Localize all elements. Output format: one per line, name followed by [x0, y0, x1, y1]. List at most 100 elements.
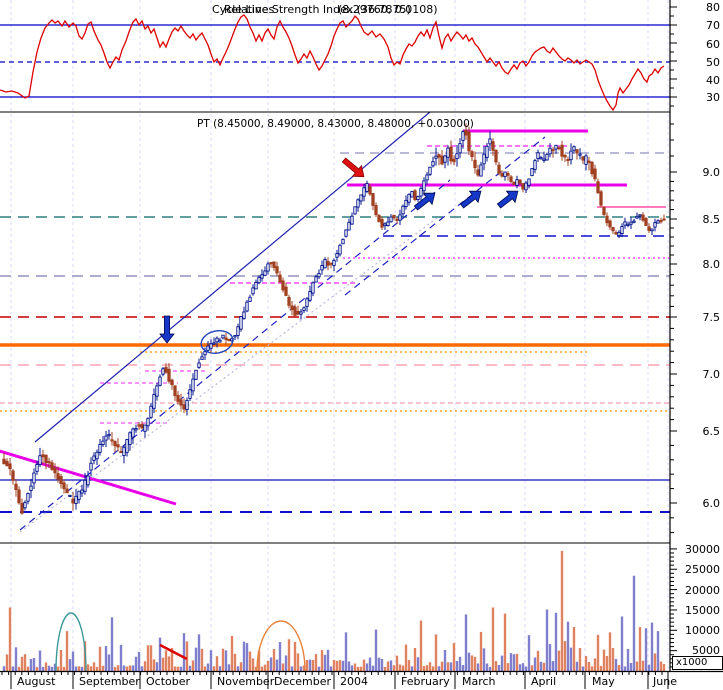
candle-body: [353, 206, 357, 215]
candle-body: [413, 190, 417, 201]
candle-body: [77, 490, 81, 500]
candle-body: [539, 157, 543, 160]
candle-body: [572, 146, 576, 151]
candle-body: [473, 159, 477, 169]
volume-bar: [197, 634, 201, 671]
candle-body: [395, 218, 399, 221]
candle-body: [533, 160, 537, 170]
price-axis-label: 9.0: [703, 166, 721, 179]
candle-body: [263, 270, 267, 276]
volume-bar: [338, 660, 342, 671]
volume-bar: [23, 654, 27, 671]
month-label: August: [17, 675, 56, 688]
volume-bar: [134, 656, 138, 671]
volume-bar: [8, 607, 12, 671]
volume-bar: [293, 641, 297, 671]
candle-body: [5, 460, 9, 467]
candle-body: [626, 223, 630, 226]
volume-bar: [632, 575, 636, 671]
candle-body: [503, 171, 507, 178]
candle-body: [32, 472, 36, 484]
volume-bar: [437, 666, 441, 671]
volume-bar: [641, 660, 645, 671]
candle-body: [248, 296, 252, 302]
candle-body: [632, 220, 636, 223]
volume-bar: [290, 666, 294, 671]
candle-body: [110, 439, 114, 442]
candle-body: [551, 149, 555, 152]
candle-body: [161, 368, 165, 375]
volume-bar: [11, 666, 15, 671]
rsi-axis-label: 40: [706, 74, 720, 87]
volume-bar: [161, 657, 165, 671]
volume-bar: [89, 666, 93, 671]
rsi-axis-label: 80: [706, 1, 720, 14]
candle-body: [272, 261, 276, 268]
candle-body: [71, 498, 75, 504]
candle-body: [494, 149, 498, 163]
month-label: April: [531, 675, 556, 688]
volume-bar: [395, 655, 399, 671]
candle-body: [215, 337, 219, 343]
candle-body: [593, 168, 597, 180]
candle-body: [602, 206, 606, 215]
candle-body: [239, 316, 243, 330]
volume-bar: [173, 666, 177, 671]
volume-bar: [287, 639, 291, 671]
candle-body: [116, 444, 120, 448]
candle-body: [185, 399, 189, 411]
volume-bar: [47, 665, 51, 671]
candle-body: [260, 274, 264, 279]
volume-bar: [152, 659, 156, 671]
candle-body: [620, 226, 624, 234]
candle-body: [509, 176, 513, 182]
volume-bar: [491, 607, 495, 671]
candle-body: [209, 343, 213, 349]
volume-bar: [242, 641, 246, 671]
candle-body: [440, 155, 444, 165]
candle-body: [404, 199, 408, 208]
candle-body: [491, 141, 495, 151]
candle-body: [17, 489, 21, 504]
volume-bar: [419, 620, 423, 671]
candle-body: [134, 428, 138, 431]
volume-bar: [398, 664, 402, 671]
volume-bar: [182, 633, 186, 671]
candle-body: [83, 479, 87, 492]
volume-bar: [557, 650, 561, 671]
candle-body: [587, 160, 591, 163]
volume-bar: [527, 635, 531, 671]
price-axis-label: 6.5: [703, 425, 721, 438]
volume-bar: [176, 666, 180, 671]
volume-arc: [55, 612, 87, 672]
volume-bar: [440, 661, 444, 671]
candle-body: [659, 220, 663, 223]
candle-body: [590, 161, 594, 175]
candle-body: [35, 464, 39, 472]
volume-bar: [377, 657, 381, 671]
candle-body: [224, 337, 228, 341]
candle-body: [290, 305, 294, 311]
candle-body: [647, 226, 651, 231]
volume-bar: [458, 656, 462, 671]
candle-body: [92, 455, 96, 461]
volume-bar: [284, 655, 288, 671]
candle-body: [449, 146, 453, 162]
volume-bar: [614, 658, 618, 671]
candle-body: [281, 280, 285, 291]
volume-bar: [98, 646, 102, 671]
volume-bar: [224, 650, 228, 671]
candle-body: [236, 326, 240, 336]
candle-body: [614, 232, 618, 235]
volume-bar: [104, 646, 108, 671]
volume-bar: [554, 612, 558, 671]
volume-bar: [569, 647, 573, 671]
candle-body: [200, 356, 204, 360]
candle-body: [398, 214, 402, 221]
candle-body: [383, 223, 387, 227]
volume-bar: [95, 666, 99, 671]
volume-bar: [191, 660, 195, 671]
candle-body: [461, 131, 465, 141]
